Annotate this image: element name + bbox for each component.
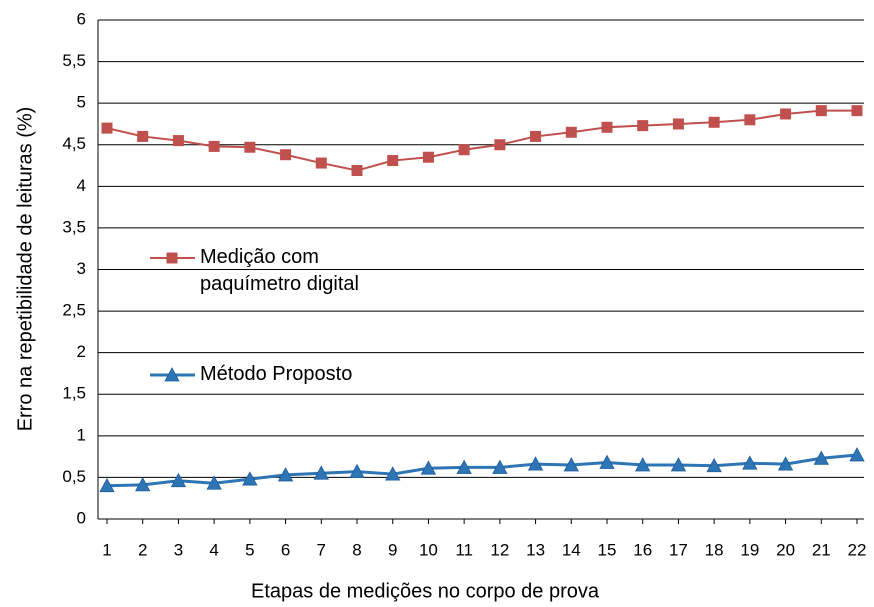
marker	[244, 141, 256, 153]
x-tick-label: 4	[209, 540, 218, 559]
marker	[313, 465, 329, 480]
y-tick-label: 3,5	[62, 217, 86, 236]
marker	[164, 367, 180, 382]
x-tick-label: 16	[633, 540, 652, 559]
marker	[458, 144, 470, 156]
marker	[813, 450, 829, 465]
marker	[780, 108, 792, 120]
x-tick-label: 15	[598, 540, 617, 559]
y-tick-label: 0,5	[62, 467, 86, 486]
x-tick-label: 3	[174, 540, 183, 559]
marker	[777, 456, 794, 471]
marker	[170, 472, 187, 488]
marker	[315, 157, 327, 169]
marker	[101, 122, 113, 134]
marker	[565, 126, 577, 138]
x-tick-label: 11	[455, 540, 473, 559]
y-tick-label: 1,5	[62, 384, 86, 403]
marker	[635, 457, 651, 472]
x-tick-label: 7	[317, 540, 326, 559]
x-tick-label: 19	[740, 540, 759, 559]
marker	[706, 457, 722, 473]
x-tick-label: 6	[281, 540, 290, 559]
marker	[456, 459, 472, 474]
marker	[851, 105, 863, 117]
marker	[492, 459, 508, 474]
marker	[742, 455, 758, 470]
x-tick-label: 2	[138, 540, 147, 559]
series-line	[106, 109, 857, 172]
legend-label: Método Proposto	[200, 363, 353, 385]
marker	[277, 467, 294, 482]
y-tick-label: 1	[77, 425, 86, 444]
y-tick-label: 4,5	[62, 134, 86, 153]
x-tick-label: 21	[812, 540, 831, 559]
marker	[637, 120, 649, 132]
marker	[137, 130, 149, 142]
x-axis-title: Etapas de medições no corpo de prova	[251, 580, 600, 602]
marker	[601, 121, 613, 133]
x-tick-label: 12	[490, 540, 509, 559]
x-tick-label: 14	[562, 540, 581, 559]
marker	[242, 471, 258, 486]
x-tick-label: 22	[848, 540, 867, 559]
x-tick-label: 9	[388, 540, 397, 559]
marker	[166, 252, 178, 264]
y-tick-label: 2,5	[62, 301, 86, 320]
y-tick-label: 5	[77, 93, 86, 112]
y-tick-label: 4	[77, 176, 86, 195]
marker	[422, 151, 434, 163]
legend-label: Medição com paquímetro digital	[200, 246, 359, 295]
marker	[670, 457, 687, 472]
x-tick-label: 1	[102, 540, 111, 559]
marker	[708, 116, 720, 128]
x-tick-label: 20	[776, 540, 795, 559]
marker	[420, 460, 437, 475]
marker	[563, 457, 579, 472]
marker	[530, 130, 542, 142]
y-tick-label: 0	[77, 508, 86, 527]
marker	[99, 477, 115, 493]
y-tick-label: 6	[77, 9, 86, 28]
marker	[385, 466, 401, 481]
marker	[744, 114, 756, 126]
marker	[351, 165, 363, 177]
y-tick-label: 3	[77, 259, 86, 278]
marker	[206, 475, 222, 490]
y-tick-label: 5,5	[62, 51, 86, 70]
marker	[815, 105, 827, 117]
marker	[208, 140, 220, 152]
x-tick-label: 13	[526, 540, 545, 559]
marker	[849, 447, 865, 462]
marker	[387, 155, 399, 167]
marker	[280, 149, 292, 161]
x-tick-label: 8	[352, 540, 361, 559]
marker	[494, 139, 506, 151]
x-tick-label: 10	[419, 540, 438, 559]
marker	[672, 118, 684, 130]
y-axis-title: Erro na repetibilidade de leituras (%)	[14, 107, 36, 432]
marker	[172, 135, 184, 147]
marker	[527, 456, 544, 471]
series-line	[106, 453, 858, 488]
x-tick-label: 18	[705, 540, 724, 559]
x-tick-label: 17	[669, 540, 688, 559]
marker	[349, 463, 365, 478]
marker	[599, 454, 615, 469]
marker	[135, 477, 151, 492]
y-tick-label: 2	[77, 342, 86, 361]
x-tick-label: 5	[245, 540, 254, 559]
